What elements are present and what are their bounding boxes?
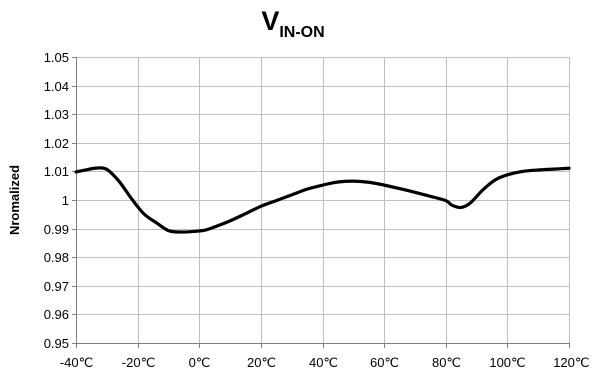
y-tick-label: 0.95 [44, 336, 69, 351]
y-tick-label: 1.03 [44, 107, 69, 122]
y-tick-label: 0.97 [44, 279, 69, 294]
tick-label-layer: 0.95 0.96 0.97 0.98 0.99 1 1.01 1.02 1.03 1.04 1.0… [44, 50, 590, 370]
grid-layer [76, 57, 570, 344]
y-tick-label: 1.01 [44, 164, 69, 179]
y-tick-label: 1.05 [44, 50, 69, 65]
x-tick-label: 0℃ [189, 355, 211, 370]
x-tick-label: 100℃ [489, 355, 525, 370]
chart-title: VIN-ON [261, 6, 324, 41]
x-tick-label: -20℃ [122, 355, 155, 370]
x-tick-label: 40℃ [309, 355, 338, 370]
y-tick-label: 1.04 [44, 79, 69, 94]
x-tick-label: -40℃ [60, 355, 93, 370]
x-tick-label: 60℃ [370, 355, 399, 370]
y-tick-label: 0.99 [44, 222, 69, 237]
y-tick-label: 0.98 [44, 250, 69, 265]
y-tick-label: 0.96 [44, 307, 69, 322]
x-tick-label: 20℃ [247, 355, 276, 370]
chart-title-main: V [261, 6, 279, 36]
series-layer [74, 166, 571, 234]
x-tick-label: 120℃ [553, 355, 589, 370]
y-axis-label: Nromalized [7, 165, 22, 235]
y-tick-label: 1.02 [44, 136, 69, 151]
x-tick-label: 80℃ [432, 355, 461, 370]
y-tick-label: 1 [62, 193, 69, 208]
axis-layer [72, 57, 570, 348]
series-line-0 [74, 166, 571, 234]
chart-title-subscript: IN-ON [279, 24, 324, 41]
